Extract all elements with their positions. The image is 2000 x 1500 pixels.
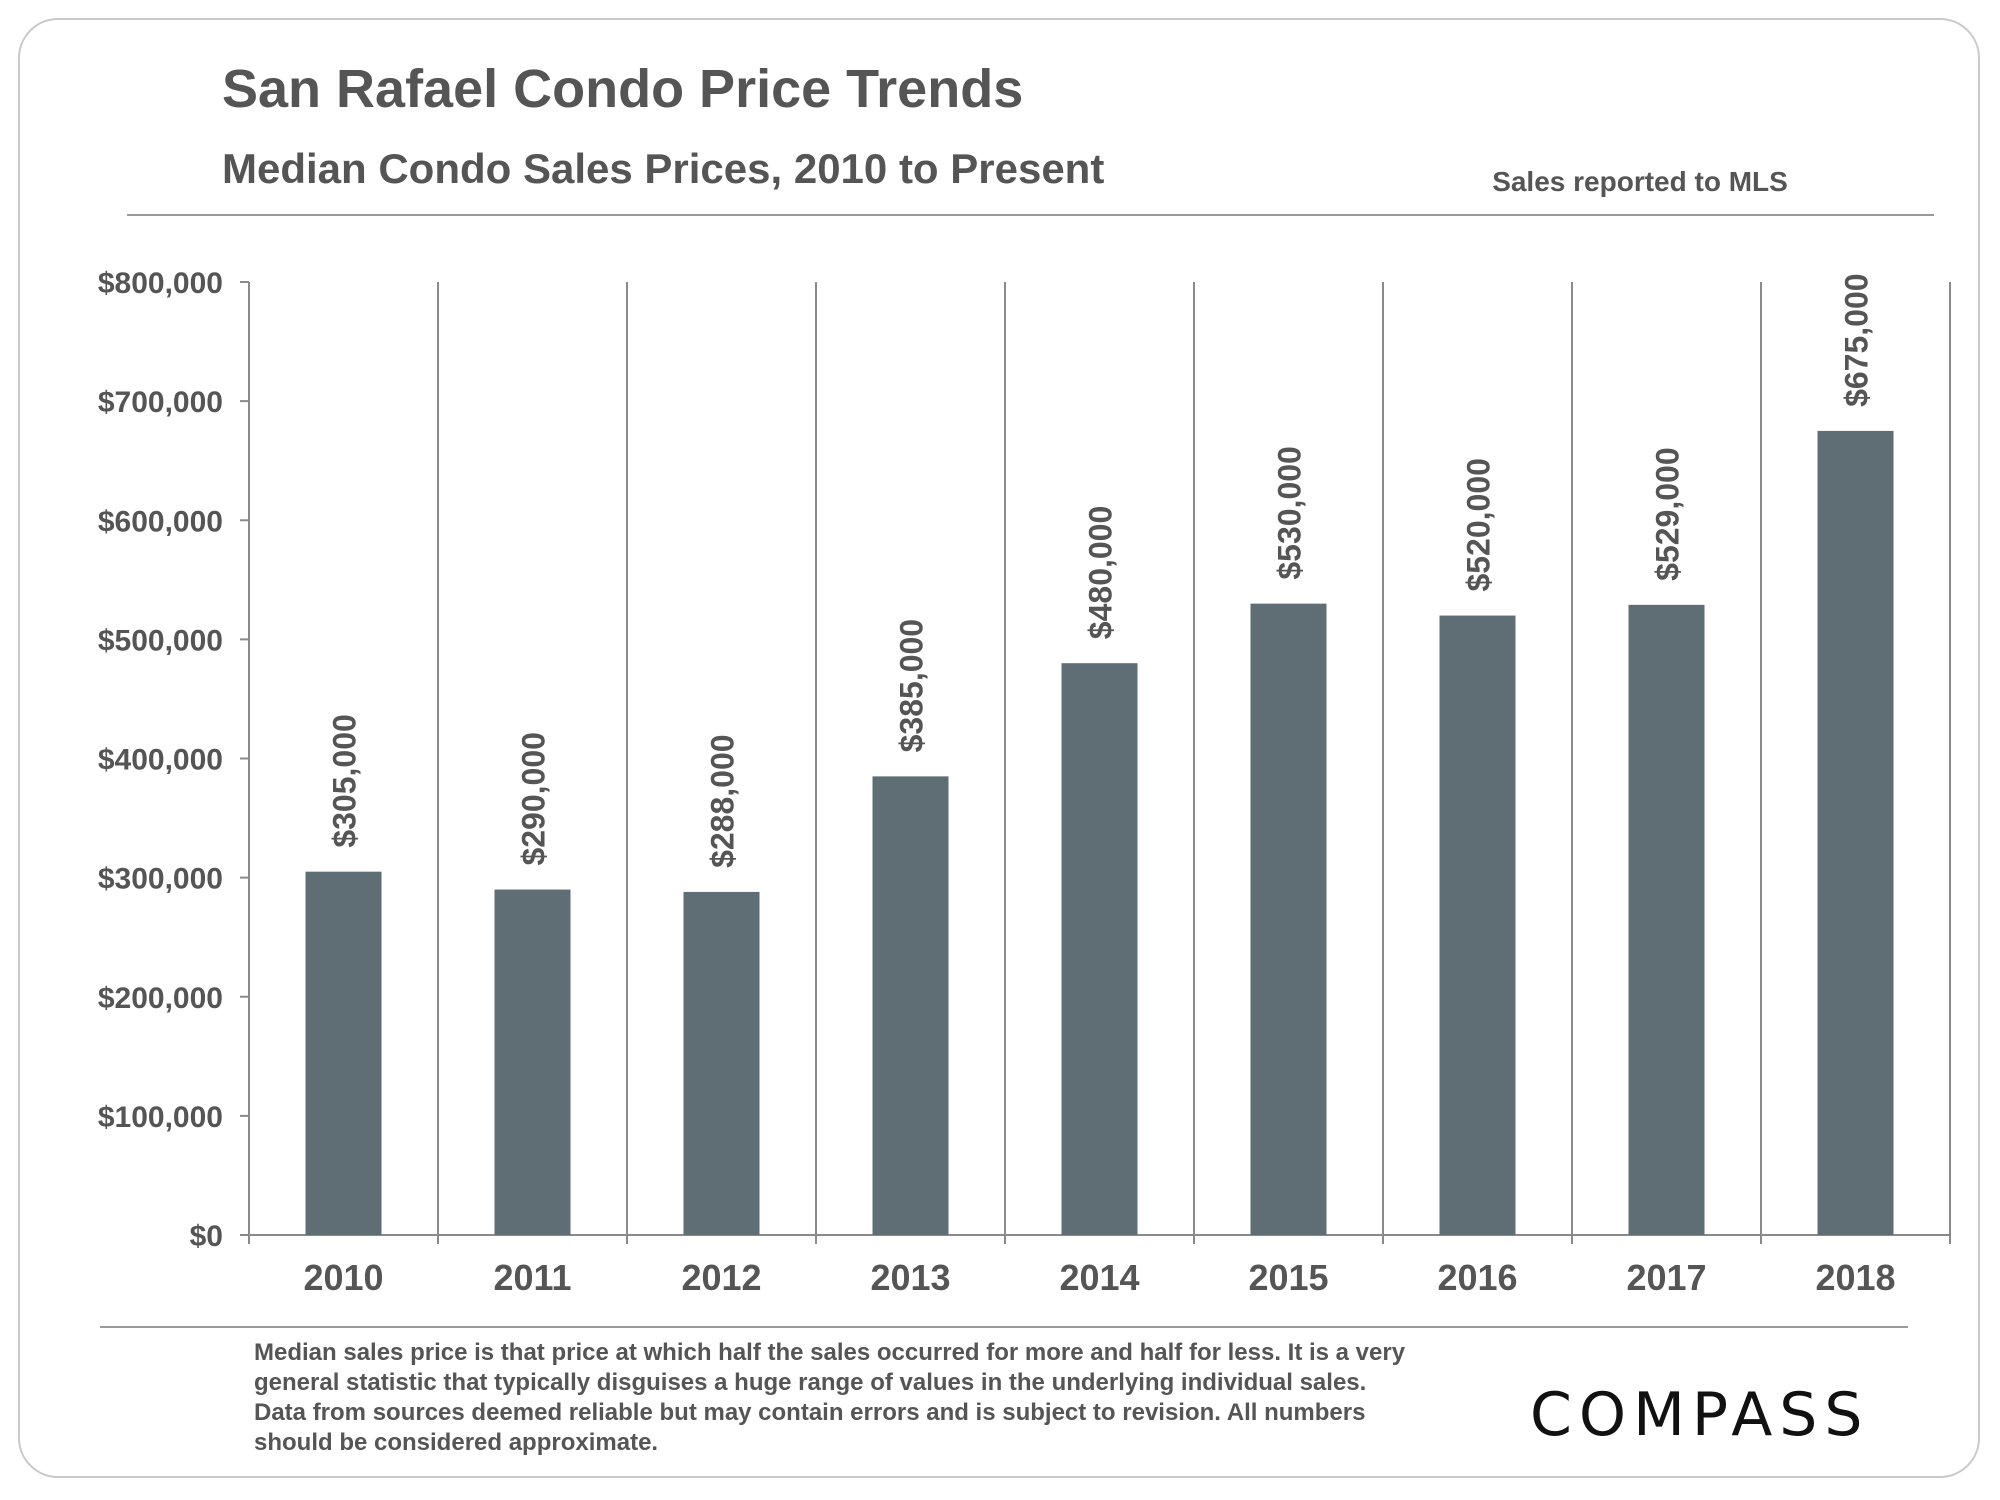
x-tick-label-2016: 2016: [1437, 1257, 1517, 1298]
y-tick-label: $700,000: [98, 386, 223, 419]
data-label-2015: $530,000: [1272, 446, 1308, 579]
bar-2012: [683, 891, 760, 1235]
data-label-2018: $675,000: [1839, 273, 1875, 406]
y-tick-label: $600,000: [98, 505, 223, 538]
data-label-2011: $290,000: [516, 732, 552, 865]
x-tick-label-2014: 2014: [1059, 1257, 1139, 1298]
y-tick-label: $100,000: [98, 1101, 223, 1134]
footer-divider: [100, 1326, 1908, 1328]
y-tick-label: $500,000: [98, 624, 223, 657]
source-note: Sales reported to MLS: [1492, 166, 1788, 197]
data-label-2016: $520,000: [1461, 458, 1497, 591]
x-tick-label-2011: 2011: [493, 1257, 571, 1298]
chart-title: San Rafael Condo Price Trends: [222, 59, 1024, 119]
x-tick-label-2010: 2010: [303, 1257, 383, 1298]
data-label-2017: $529,000: [1650, 447, 1686, 580]
y-tick-label: $800,000: [98, 267, 223, 300]
y-tick-label: $400,000: [98, 744, 223, 777]
chart-subtitle: Median Condo Sales Prices, 2010 to Prese…: [222, 145, 1105, 192]
bar-2010: [305, 871, 382, 1235]
footnote-text: Median sales price is that price at whic…: [254, 1339, 1406, 1456]
x-tick-label-2017: 2017: [1626, 1257, 1706, 1298]
bar-2016: [1439, 615, 1516, 1235]
x-tick-label-2015: 2015: [1248, 1257, 1328, 1298]
bar-2017: [1628, 604, 1705, 1235]
bar-2018: [1817, 430, 1894, 1235]
y-tick-label: $300,000: [98, 863, 223, 896]
x-tick-label-2018: 2018: [1815, 1257, 1895, 1298]
data-label-2012: $288,000: [705, 734, 741, 867]
data-label-2013: $385,000: [894, 619, 930, 752]
bar-2015: [1250, 603, 1327, 1235]
data-label-2014: $480,000: [1083, 506, 1119, 639]
compass-logo: COMPASS: [1530, 1380, 1870, 1450]
y-tick-label: $200,000: [98, 982, 223, 1015]
y-tick-label: $0: [190, 1220, 223, 1253]
bar-2011: [494, 889, 571, 1235]
bar-2013: [872, 776, 949, 1235]
header-divider: [127, 214, 1934, 216]
x-tick-label-2013: 2013: [870, 1257, 950, 1298]
x-tick-label-2012: 2012: [681, 1257, 761, 1298]
bar-2014: [1061, 663, 1138, 1235]
data-label-2010: $305,000: [327, 714, 363, 847]
